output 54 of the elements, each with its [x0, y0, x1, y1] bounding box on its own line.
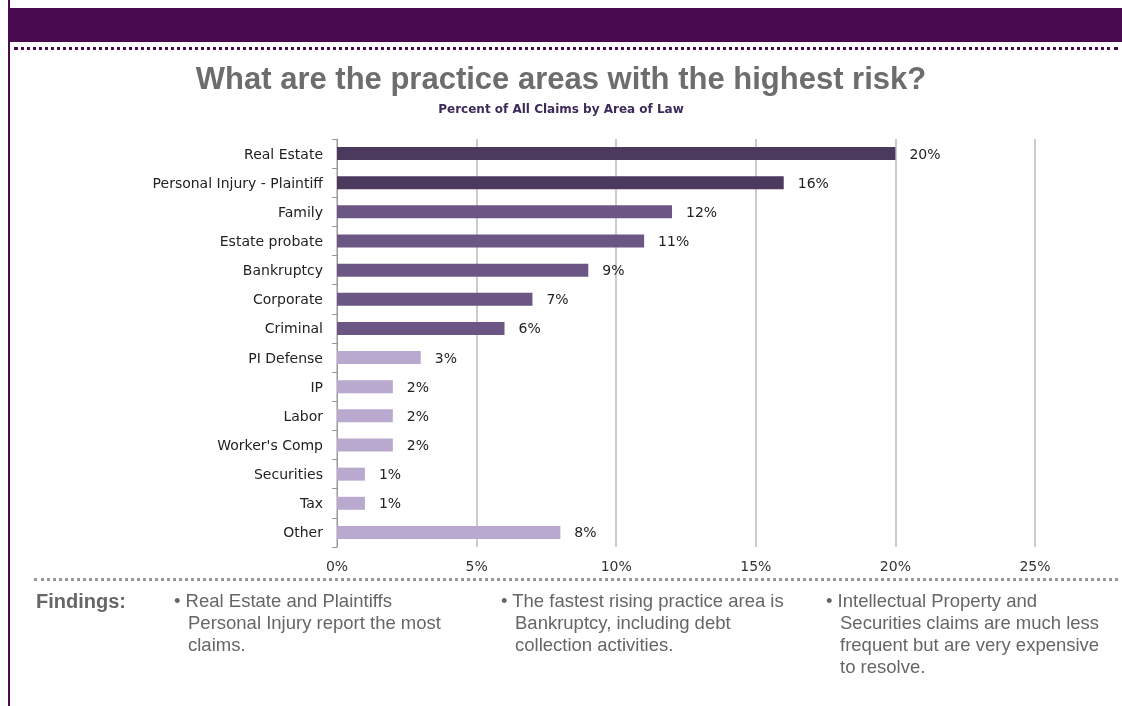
bar: [337, 467, 365, 481]
data-label: 3%: [434, 349, 457, 366]
data-label: 16%: [797, 174, 829, 191]
data-label: 1%: [378, 466, 402, 483]
x-tick-label: 20%: [879, 558, 911, 574]
data-label: 2%: [406, 407, 430, 424]
y-tick-label: Securities: [253, 466, 323, 483]
data-label: 9%: [602, 262, 625, 279]
y-tick-label: IP: [310, 378, 323, 395]
y-tick-label: Other: [283, 524, 324, 541]
data-label: 6%: [518, 320, 541, 337]
bar: [337, 380, 393, 394]
text: • The fastest rising practice area is Bankruptcy, including debt collection activities.: [501, 590, 785, 656]
bar: [337, 147, 896, 161]
x-tick-label: 15%: [740, 558, 772, 574]
x-tick-label: 25%: [1019, 558, 1051, 574]
bar: [337, 205, 673, 219]
y-tick-label: Criminal: [264, 320, 323, 337]
y-tick-label: Real Estate: [244, 145, 323, 162]
bar: [337, 263, 589, 277]
bar: [337, 234, 645, 248]
y-tick-label: Labor: [283, 407, 324, 424]
x-tick-label: 5%: [465, 558, 488, 574]
y-tick-label: Personal Injury - Plaintiff: [152, 174, 324, 191]
data-label: 11%: [658, 233, 690, 249]
data-label: 20%: [909, 145, 941, 162]
chart-title: What are the practice areas with the highest risk?: [195, 61, 927, 96]
bar: [337, 409, 393, 423]
text: • Real Estate and Plaintiffs Personal Injury report the most claims.: [174, 590, 442, 656]
text: • Intellectual Property and Securities claims are much less frequent but are very expensive to resolve.: [826, 590, 1101, 678]
y-tick-label: Worker's Comp: [217, 437, 324, 453]
data-label: 8%: [574, 524, 597, 541]
y-tick-label: Corporate: [253, 291, 323, 308]
x-tick-label: 0%: [325, 558, 349, 574]
y-tick-label: Estate probate: [219, 233, 323, 249]
bar: [337, 351, 421, 365]
bar: [337, 438, 393, 452]
y-tick-label: Bankruptcy: [242, 262, 323, 279]
y-tick-label: PI Defense: [248, 349, 323, 366]
data-label: 7%: [546, 291, 569, 308]
bar: [337, 176, 784, 190]
text: Findings:: [36, 590, 126, 613]
bar: [337, 292, 533, 306]
data-label: 2%: [406, 437, 430, 453]
data-label: 1%: [378, 495, 402, 512]
data-label: 12%: [686, 203, 718, 220]
bar: [337, 525, 561, 539]
y-tick-label: Tax: [298, 495, 323, 512]
x-tick-label: 10%: [600, 558, 632, 574]
y-tick-label: Family: [277, 203, 323, 220]
bar: [337, 321, 505, 335]
chart-subtitle: Percent of All Claims by Area of Law: [438, 102, 684, 116]
bar: [337, 496, 365, 510]
data-label: 2%: [406, 378, 430, 395]
